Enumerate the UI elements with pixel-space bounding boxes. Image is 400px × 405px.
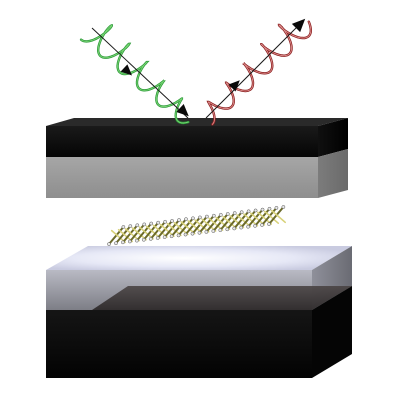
molecule: [260, 206, 280, 227]
incident-beam-helix-highlight: [80, 25, 189, 124]
bottom-mirror: [46, 246, 352, 378]
reflected-beam-axis: [205, 21, 303, 119]
incident-beam-helix: [79, 24, 190, 125]
light-beams: [79, 18, 312, 126]
top-mirror: [46, 118, 348, 198]
reflected-beam-arrow-end: [291, 18, 306, 33]
molecule: [148, 219, 168, 241]
incident-beam-arrow-mid: [120, 64, 133, 76]
top-mirror-top-face: [46, 118, 348, 126]
top-mirror-black-front: [46, 126, 318, 157]
reflected-beam: [205, 18, 312, 126]
molecule: [107, 225, 126, 246]
molecule: [169, 217, 189, 239]
top-mirror-grey-front: [46, 157, 318, 198]
molecule: [190, 214, 210, 236]
molecule: [197, 213, 217, 235]
molecule: [134, 221, 154, 243]
molecule: [176, 216, 196, 238]
molecule: [267, 205, 287, 226]
molecule: [246, 207, 266, 229]
material-layer: [107, 205, 287, 246]
molecule: [211, 212, 231, 233]
bottom-mirror-black-side: [312, 286, 352, 378]
bottom-mirror-dark-inner: [92, 286, 352, 310]
molecule: [218, 211, 238, 233]
molecule: [183, 215, 203, 237]
molecule: [121, 223, 140, 245]
incident-beam-arrow-end: [176, 104, 189, 117]
top-mirror-grey-side: [318, 149, 348, 198]
reflected-beam-arrow-mid: [228, 80, 240, 92]
molecule: [162, 218, 182, 239]
molecule: [114, 224, 133, 246]
bottom-mirror-black-front: [46, 310, 312, 378]
molecule: [225, 210, 245, 232]
top-mirror-black-side: [318, 118, 348, 157]
molecule: [128, 222, 147, 244]
molecule: [239, 208, 259, 230]
reflected-beam-helix-highlight: [207, 21, 312, 125]
incident-beam-axis: [91, 27, 189, 119]
incident-beam: [79, 24, 190, 125]
molecule: [141, 220, 161, 242]
molecule: [204, 212, 224, 234]
molecule: [155, 219, 175, 240]
molecule: [232, 209, 252, 231]
reflected-beam-helix: [206, 20, 312, 126]
molecule: [253, 206, 273, 228]
bottom-mirror-top-face: [46, 246, 352, 270]
